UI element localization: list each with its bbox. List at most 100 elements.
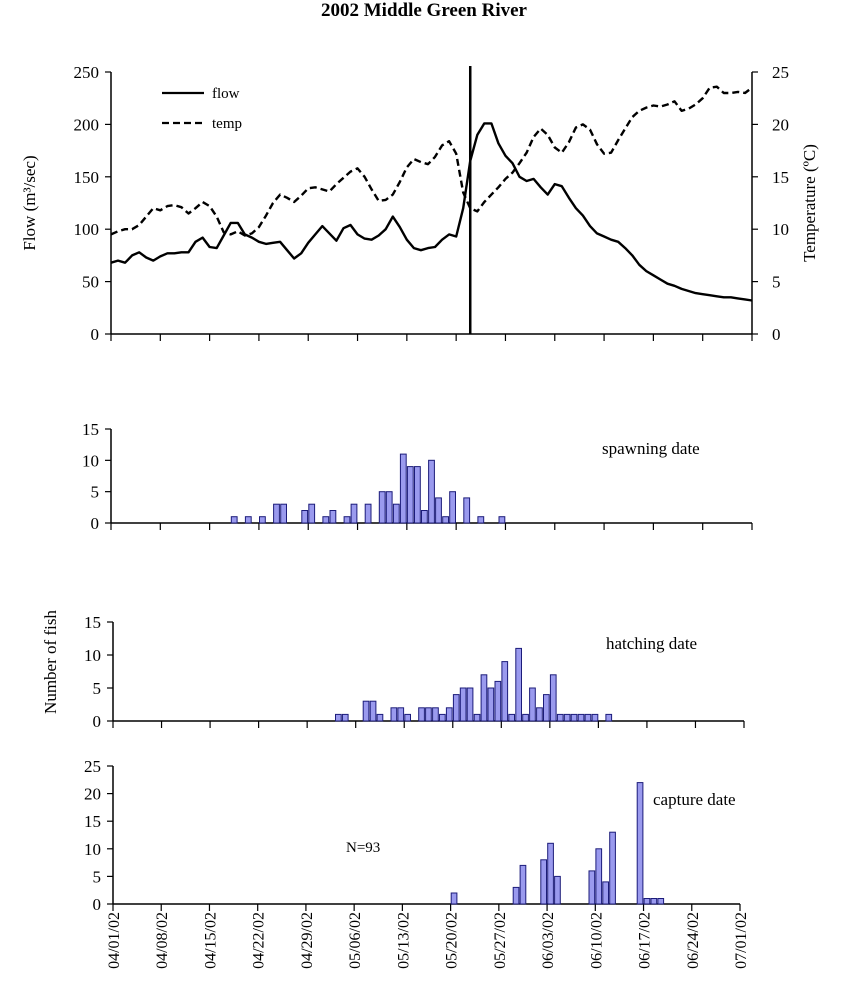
spawning-bar [406, 466, 414, 524]
right-tick-label: 0 [772, 325, 781, 344]
hatching-y-tick-label: 0 [93, 712, 102, 731]
hatching-bar [515, 647, 522, 722]
spawning-bar [498, 516, 506, 524]
capture-y-tick-label: 25 [84, 757, 101, 776]
spawning-bar [259, 516, 266, 524]
right-tick-label: 15 [772, 168, 789, 187]
date-tick-label: 05/20/02 [444, 912, 461, 969]
spawning-y-tick-label: 10 [82, 451, 99, 470]
hatching-bar [584, 713, 592, 722]
hatching-bar [591, 713, 599, 722]
spawning-bar [273, 503, 280, 524]
hatching-bar [362, 700, 370, 722]
capture-chart: 0 5 10 15 20 25 capture date N=93 [84, 757, 741, 914]
spawning-bar [463, 497, 471, 524]
capture-bar [519, 864, 527, 905]
spawning-bar [301, 510, 309, 524]
flow-temperature-chart: 0 50 100 150 200 250 0 5 10 15 20 25 Flow (m³/sec) Te… [20, 63, 819, 344]
hatching-chart: 0 5 10 15 hatching date [84, 613, 745, 731]
date-tick-label: 04/22/02 [251, 912, 268, 969]
hatching-bar [445, 707, 453, 722]
capture-y-tick-label: 20 [84, 785, 101, 804]
spawning-bar [308, 503, 316, 524]
hatching-bar [480, 674, 488, 722]
hatching-bar [487, 687, 495, 722]
spawning-bar [244, 516, 252, 524]
flow-axis-label: Flow (m³/sec) [20, 155, 39, 250]
date-tick-label: 04/15/02 [203, 912, 220, 969]
right-tick-label: 5 [772, 273, 781, 292]
capture-bar [554, 875, 561, 905]
date-axis-labels: 04/01/02 04/08/02 04/15/02 04/22/02 04/29/02… [106, 912, 750, 969]
spawning-bar [385, 491, 393, 524]
hatching-bar [459, 687, 467, 722]
capture-y-tick-label: 10 [84, 840, 101, 859]
spawning-bar [378, 491, 386, 524]
spawning-bar [230, 516, 238, 524]
left-tick-label: 250 [74, 63, 100, 82]
capture-bar [450, 892, 458, 905]
date-tick-label: 07/01/02 [733, 912, 750, 969]
left-tick-label: 150 [74, 168, 100, 187]
right-tick-label: 25 [772, 63, 789, 82]
capture-bar [636, 782, 644, 905]
hatching-bar [376, 713, 384, 722]
hatching-bar [390, 707, 398, 722]
spawning-bar [421, 510, 428, 524]
spawning-bar [280, 503, 288, 524]
hatching-bar [425, 707, 432, 722]
hatching-bar [543, 694, 550, 722]
left-tick-label: 50 [82, 273, 99, 292]
hatching-y-tick-label: 15 [84, 613, 101, 632]
capture-y-tick-label: 15 [84, 812, 101, 831]
hatching-bar [439, 713, 446, 722]
spawning-bar [477, 516, 485, 524]
capture-bar [588, 870, 596, 905]
spawning-bar [399, 453, 407, 524]
spawning-annotation: spawning date [602, 439, 700, 458]
hatching-bar [508, 713, 515, 722]
date-tick-label: 04/01/02 [106, 912, 123, 969]
right-tick-label: 10 [772, 220, 789, 239]
hatching-bar [522, 713, 529, 722]
date-tick-label: 06/17/02 [637, 912, 654, 969]
hatching-bar [536, 707, 543, 722]
hatching-bar [397, 707, 405, 722]
temperature-axis-label: Temperature (ºC) [800, 144, 819, 262]
legend-label-flow: flow [212, 86, 240, 102]
flow-series-line [110, 122, 753, 302]
chart-title: 2002 Middle Green River [321, 0, 528, 21]
temp-series-line [110, 85, 753, 237]
hatching-y-tick-label: 5 [93, 679, 102, 698]
hatching-bar [529, 687, 536, 722]
capture-bar [650, 898, 658, 905]
hatching-bar [369, 700, 377, 722]
spawning-bar [442, 516, 450, 524]
date-tick-label: 06/10/02 [588, 912, 605, 969]
hatching-bar [494, 680, 502, 722]
date-tick-label: 05/06/02 [347, 912, 364, 969]
spawning-y-tick-label: 5 [91, 483, 100, 502]
hatching-bar [432, 707, 439, 722]
spawning-bar [329, 510, 337, 524]
capture-bar [547, 842, 554, 905]
hatching-bar [501, 661, 509, 722]
left-tick-label: 200 [74, 115, 100, 134]
date-tick-label: 04/08/02 [154, 912, 171, 969]
hatching-bar [341, 713, 349, 722]
spawning-bar [428, 459, 435, 524]
hatching-bar [473, 713, 481, 722]
left-tick-label: 100 [74, 220, 100, 239]
hatching-bar [570, 713, 578, 722]
capture-bar [595, 848, 603, 905]
spawning-bar [350, 503, 358, 524]
hatching-bar [605, 713, 613, 722]
hatching-bar [556, 713, 564, 722]
capture-bar [540, 859, 547, 905]
hatching-bar [577, 713, 585, 722]
hatching-bar [335, 713, 342, 722]
hatching-bar [452, 694, 460, 722]
spawning-bar [343, 516, 351, 524]
spawning-bar [322, 516, 330, 524]
